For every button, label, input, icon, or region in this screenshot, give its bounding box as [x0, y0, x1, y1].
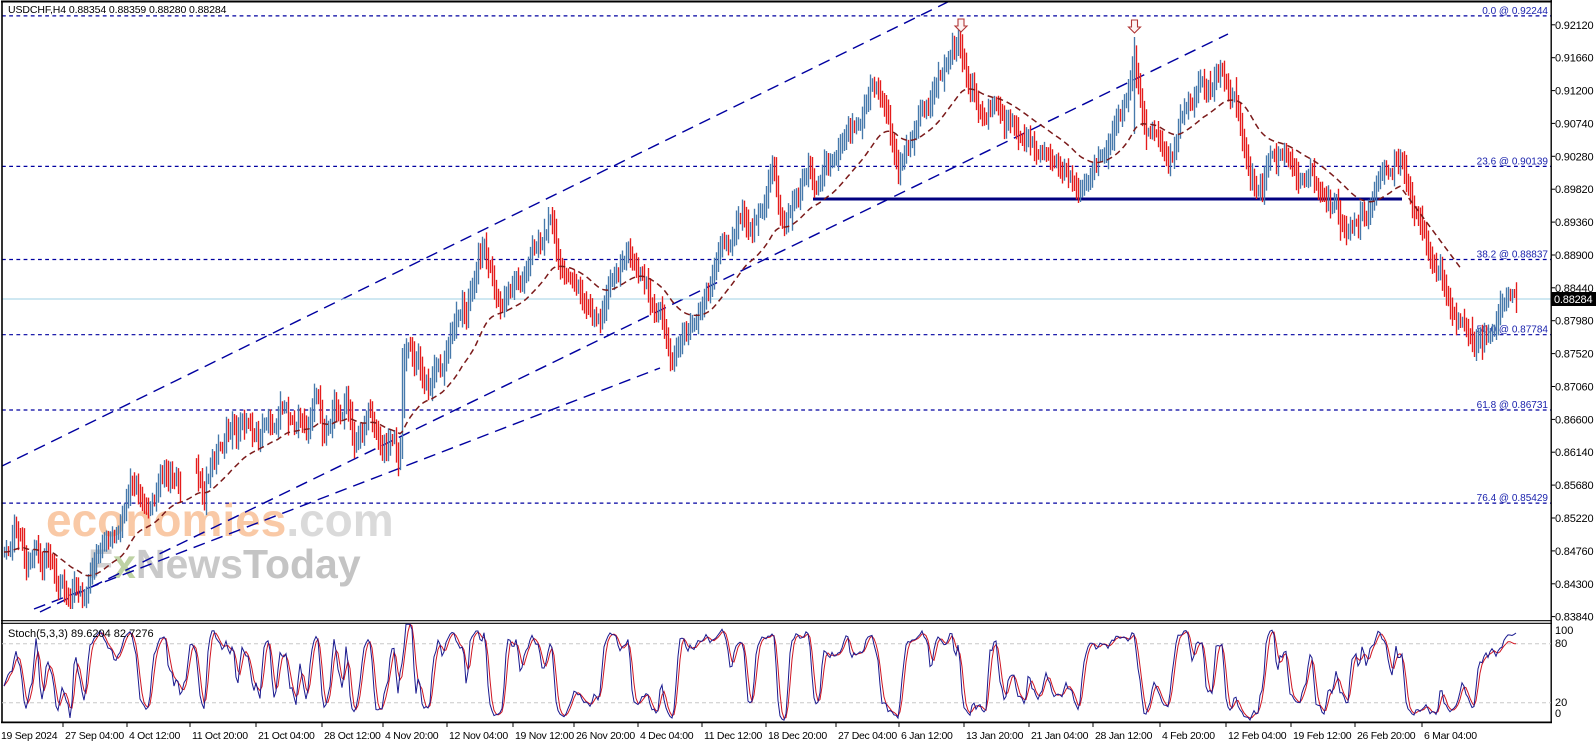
svg-text:0.83840: 0.83840 [1555, 612, 1593, 624]
svg-text:4 Feb 20:00: 4 Feb 20:00 [1162, 730, 1215, 742]
svg-text:0.90740: 0.90740 [1555, 118, 1593, 130]
svg-text:0.86600: 0.86600 [1555, 414, 1593, 426]
svg-text:0.90280: 0.90280 [1555, 151, 1593, 163]
svg-text:26 Feb 20:00: 26 Feb 20:00 [1357, 730, 1416, 742]
svg-text:21 Oct 04:00: 21 Oct 04:00 [258, 730, 315, 742]
svg-text:4 Dec 04:00: 4 Dec 04:00 [640, 730, 694, 742]
svg-text:23.6 @ 0.90139: 23.6 @ 0.90139 [1477, 156, 1549, 167]
svg-text:0.89360: 0.89360 [1555, 217, 1593, 229]
svg-text:12 Nov 04:00: 12 Nov 04:00 [449, 730, 508, 742]
svg-text:26 Nov 20:00: 26 Nov 20:00 [576, 730, 635, 742]
svg-text:27 Dec 04:00: 27 Dec 04:00 [838, 730, 897, 742]
svg-text:Stoch(5,3,3) 89.6204 82.7276: Stoch(5,3,3) 89.6204 82.7276 [8, 628, 154, 640]
svg-text:0.87980: 0.87980 [1555, 316, 1593, 328]
svg-text:18 Dec 20:00: 18 Dec 20:00 [768, 730, 827, 742]
svg-text:76.4 @ 0.85429: 76.4 @ 0.85429 [1477, 493, 1549, 504]
svg-text:0.86140: 0.86140 [1555, 447, 1593, 459]
svg-text:28 Jan 12:00: 28 Jan 12:00 [1095, 730, 1153, 742]
svg-text:11 Oct 20:00: 11 Oct 20:00 [192, 730, 248, 742]
svg-text:0.84760: 0.84760 [1555, 546, 1593, 558]
svg-text:0.84300: 0.84300 [1555, 579, 1593, 591]
svg-text:0.91660: 0.91660 [1555, 53, 1593, 65]
svg-text:80: 80 [1555, 638, 1567, 650]
svg-text:0.88284: 0.88284 [1554, 294, 1592, 306]
svg-text:6 Mar 04:00: 6 Mar 04:00 [1424, 730, 1477, 742]
svg-text:0.89820: 0.89820 [1555, 184, 1593, 196]
svg-text:6 Jan 12:00: 6 Jan 12:00 [901, 730, 953, 742]
svg-text:21 Jan 04:00: 21 Jan 04:00 [1031, 730, 1089, 742]
svg-text:0: 0 [1555, 708, 1561, 720]
svg-text:0.91200: 0.91200 [1555, 86, 1593, 98]
svg-text:50.0 @ 0.87784: 50.0 @ 0.87784 [1477, 325, 1549, 336]
svg-text:0.85220: 0.85220 [1555, 513, 1593, 525]
svg-text:38.2 @ 0.88837: 38.2 @ 0.88837 [1477, 250, 1549, 261]
svg-text:4 Nov 20:00: 4 Nov 20:00 [385, 730, 439, 742]
svg-text:19 Feb 12:00: 19 Feb 12:00 [1293, 730, 1352, 742]
svg-text:19 Nov 12:00: 19 Nov 12:00 [515, 730, 574, 742]
svg-text:USDCHF,H4 0.88354 0.88359 0.8: USDCHF,H4 0.88354 0.88359 0.88280 0.8828… [8, 4, 227, 16]
svg-text:0.88900: 0.88900 [1555, 250, 1593, 262]
svg-text:27 Sep 04:00: 27 Sep 04:00 [65, 730, 124, 742]
svg-text:100: 100 [1555, 625, 1573, 637]
svg-text:0.85680: 0.85680 [1555, 480, 1593, 492]
svg-text:20: 20 [1555, 697, 1567, 709]
svg-text:0.87060: 0.87060 [1555, 382, 1593, 394]
svg-text:28 Oct 12:00: 28 Oct 12:00 [324, 730, 381, 742]
svg-text:0.0 @ 0.92244: 0.0 @ 0.92244 [1482, 6, 1548, 17]
svg-text:0.92120: 0.92120 [1555, 20, 1593, 32]
svg-text:0.87520: 0.87520 [1555, 349, 1593, 361]
svg-text:61.8 @ 0.86731: 61.8 @ 0.86731 [1477, 400, 1549, 411]
svg-text:12 Feb 04:00: 12 Feb 04:00 [1228, 730, 1287, 742]
svg-text:11 Dec 12:00: 11 Dec 12:00 [704, 730, 763, 742]
svg-text:4 Oct 12:00: 4 Oct 12:00 [129, 730, 180, 742]
svg-text:FxNewsToday: FxNewsToday [88, 541, 361, 587]
svg-text:13 Jan 20:00: 13 Jan 20:00 [966, 730, 1024, 742]
svg-text:19 Sep 2024: 19 Sep 2024 [1, 730, 58, 742]
svg-text:0.88440: 0.88440 [1555, 283, 1593, 295]
